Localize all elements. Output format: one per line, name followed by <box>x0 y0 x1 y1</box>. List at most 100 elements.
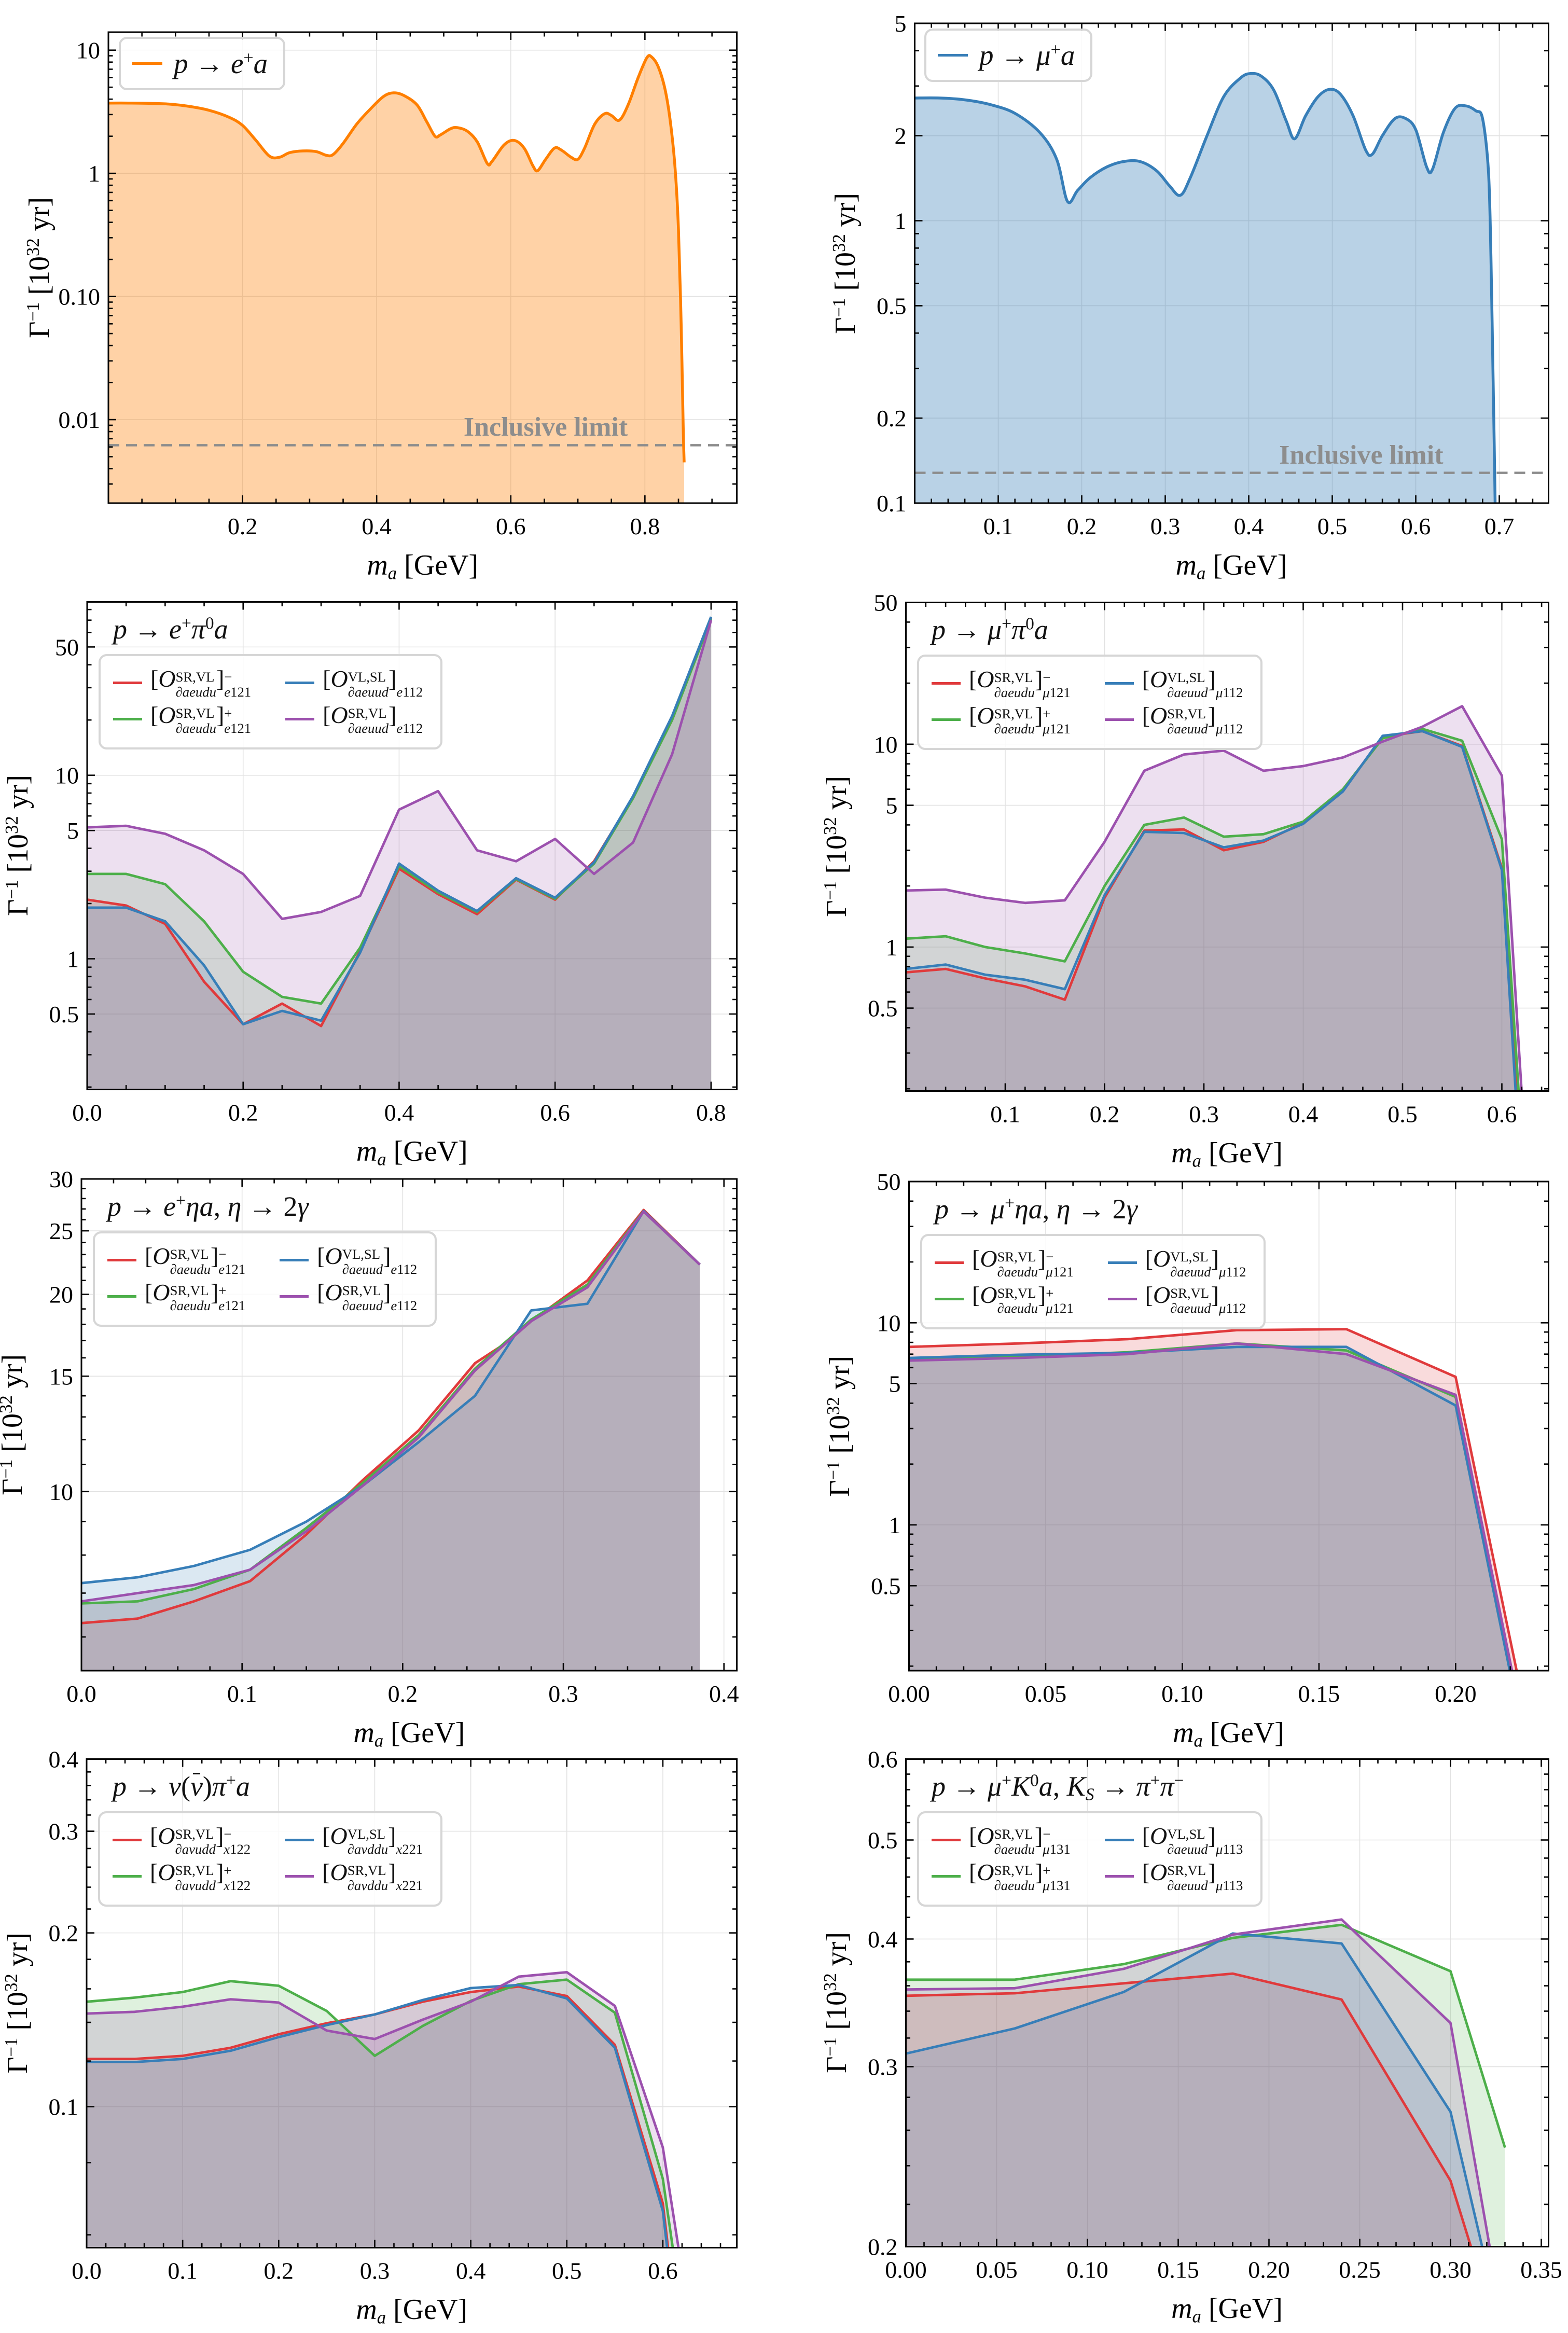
legend-label: p → e+a <box>174 48 268 79</box>
plot-svg: 0.0 0.1 0.2 0.3 0.4 30 25 20 15 10 <box>49 1166 739 1707</box>
legend-entry: [OVL,SL∂aeuud]​μ112 <box>1104 665 1243 701</box>
legend-entry: [O SR,VL ∂aeudu] + e121 <box>113 701 251 737</box>
y-tick-label: 5 <box>67 817 79 844</box>
y-tick-label: 5 <box>894 10 906 37</box>
axes-frame <box>905 601 1549 1092</box>
legend-label: [OVL,SL∂aeuud]​e112 <box>323 665 423 700</box>
series-purple-line <box>81 1210 701 1603</box>
inclusive-limit-label: Inclusive limit <box>1279 440 1444 470</box>
legend-line-sample <box>935 1297 964 1300</box>
series-blue-line <box>87 616 713 1025</box>
chart-p-to-mu-pi0-a: 0.1 0.2 0.3 0.4 0.5 0.6 50 10 5 1 0.5 ma [GeV] Γ−1 [… <box>784 584 1568 1171</box>
legend-entry: [OVL,SL∂aeuud]​μ113 <box>1104 1822 1243 1858</box>
series-purple-fill <box>906 706 1522 1091</box>
legend: p → μ+a <box>924 29 1093 82</box>
x-tick-label: 0.1 <box>983 513 1013 539</box>
legend-label: [OVL,SL∂aeuud]​μ112 <box>1145 1245 1246 1280</box>
y-axis-label: Γ−1 [1032 yr] <box>823 1355 856 1497</box>
chart-title: p → μ+ηa, η → 2γ <box>935 1193 1137 1225</box>
legend-entry: [OSR,VL∂aeuud]​μ112 <box>1104 701 1243 738</box>
series-signal-fill <box>914 73 1495 503</box>
x-tick-label: 0.5 <box>552 2257 582 2284</box>
y-axis-label: Γ−1 [1032 yr] <box>22 197 55 338</box>
legend-label: [O SR,VL ∂aeudu] + μ121 <box>969 702 1071 737</box>
legend-line-sample <box>1104 682 1134 685</box>
y-axis-label: Γ−1 [1032 yr] <box>828 192 862 334</box>
y-tick-label: 0.5 <box>877 293 907 319</box>
legend-label: [O SR,VL ∂aeudu] − e121 <box>145 1243 246 1277</box>
legend-entry: [OVL,SL∂aeuud]​e112 <box>285 664 423 701</box>
axes-frame <box>80 1178 738 1672</box>
y-tick-label: 30 <box>49 1166 73 1192</box>
legend-entry: [O SR,VL ∂aeudu] + μ131 <box>932 1858 1071 1894</box>
chart-p-to-mu-eta-a: 0.00 0.05 0.10 0.15 0.20 50 10 5 1 0.5 ma [GeV] Γ−1… <box>784 1166 1568 1750</box>
chart-p-to-mu-K0-a: 0.00 0.05 0.10 0.15 0.20 0.25 0.30 0.35 0.6 0.5 0.… <box>784 1750 1568 2333</box>
x-tick-label: 0.35 <box>1520 2256 1562 2283</box>
x-tick-label: 0.1 <box>227 1681 257 1707</box>
legend-label: [OVL,SL∂aeuud]​μ113 <box>1142 1823 1243 1857</box>
y-tick-label: 10 <box>49 1479 73 1505</box>
series-blue-fill <box>906 1933 1483 2246</box>
series-purple-fill <box>81 1211 700 1671</box>
legend-label: [OSR,VL∂aeuud]​μ113 <box>1142 1859 1243 1894</box>
x-tick-label: 0.30 <box>1430 2256 1472 2283</box>
x-tick-label: 0.10 <box>1161 1681 1203 1707</box>
plot-svg: 0.00 0.05 0.10 0.15 0.20 50 10 5 1 0.5 <box>871 1169 1549 1707</box>
y-tick-label: 0.5 <box>871 1573 901 1599</box>
legend-label: [O SR,VL ∂avudd] − x122 <box>150 1823 251 1857</box>
x-axis-label: ma [GeV] <box>1171 1137 1283 1171</box>
x-axis-label: ma [GeV] <box>353 1717 465 1751</box>
y-tick-label: 25 <box>49 1218 73 1244</box>
legend-label: [O SR,VL ∂aeudu] + μ121 <box>972 1282 1074 1316</box>
legend-entry: [OSR,VL∂aeuud]​e112 <box>285 701 423 737</box>
y-axis-label: Γ−1 [1032 yr] <box>0 1354 29 1495</box>
legend-entry: [OVL,SL∂avddu]​x221 <box>285 1822 423 1858</box>
legend-line-sample <box>938 54 968 57</box>
legend: [OSR,VL∂aeudu]−μ121[OVL,SL∂aeuud]​μ112[O… <box>917 655 1263 750</box>
legend-line-sample <box>107 1258 136 1261</box>
y-tick-label: 10 <box>76 37 100 64</box>
y-tick-label: 0.10 <box>59 284 101 310</box>
legend-entry: [O SR,VL ∂aeudu] − e121 <box>107 1242 245 1278</box>
x-tick-label: 0.20 <box>1435 1681 1477 1707</box>
legend-label: [OVL,SL∂aeuud]​e112 <box>317 1243 418 1277</box>
series-purple-line <box>906 704 1523 1091</box>
series-red-fill <box>909 1329 1517 1671</box>
y-axis-label: Γ−1 [1032 yr] <box>820 1932 853 2073</box>
legend-label: [OSR,VL∂aeuud]​μ112 <box>1145 1282 1246 1316</box>
series-green-fill <box>81 1211 700 1671</box>
chart-title: p → μ+K0a, KS → π+π− <box>932 1771 1184 1804</box>
legend-entry: [OVL,SL∂aeuud]​μ112 <box>1107 1244 1246 1281</box>
series-purple-fill <box>87 1971 679 2247</box>
series-blue-line <box>81 1210 701 1585</box>
y-tick-label: 0.1 <box>49 2093 79 2120</box>
plot-svg: 0.2 0.4 0.6 0.8 10 1 0.10 0.01 <box>59 31 738 539</box>
legend-entry: [OSR,VL∂aeuud]​e112 <box>280 1278 417 1314</box>
y-tick-label: 0.5 <box>868 995 898 1021</box>
y-tick-label: 0.2 <box>877 405 907 432</box>
legend: [OSR,VL∂avudd]−x122[OVL,SL∂avddu]​x221[O… <box>98 1811 443 1907</box>
legend-line-sample <box>113 1874 142 1878</box>
y-tick-label: 20 <box>49 1281 73 1308</box>
y-tick-label: 5 <box>885 792 897 818</box>
legend-entry: [O SR,VL ∂aeudu] + μ121 <box>935 1281 1074 1317</box>
x-tick-label: 0.6 <box>540 1099 570 1126</box>
x-tick-label: 0.4 <box>709 1681 739 1707</box>
x-tick-label: 0.05 <box>1024 1681 1066 1707</box>
y-tick-label: 5 <box>889 1371 900 1397</box>
series-green-line <box>906 727 1520 1091</box>
y-tick-label: 2 <box>894 123 906 149</box>
series-red-line <box>909 1328 1518 1671</box>
series-blue-line <box>87 1983 669 2247</box>
legend-entry: [O SR,VL ∂avudd] − x122 <box>113 1822 251 1858</box>
x-tick-label: 0.8 <box>696 1099 726 1126</box>
legend-line-sample <box>280 1295 309 1298</box>
legend-entry: [O SR,VL ∂aeudu] + e121 <box>107 1278 245 1314</box>
legend-line-sample <box>1107 1261 1137 1264</box>
axes-frame <box>905 1758 1549 2247</box>
y-tick-label: 1 <box>894 208 906 234</box>
legend-line-sample <box>285 717 315 720</box>
series-green-fill <box>909 1343 1511 1671</box>
legend-line-sample <box>280 1258 309 1261</box>
x-tick-label: 0.15 <box>1157 2256 1199 2283</box>
